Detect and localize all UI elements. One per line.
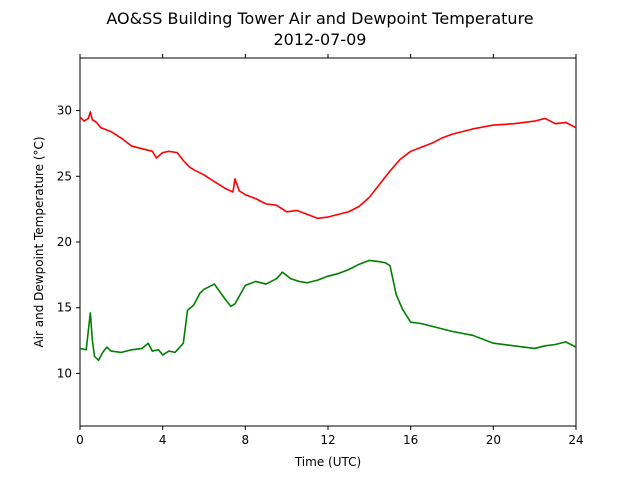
x-tick-label: 20 (486, 433, 501, 447)
x-tick-label: 16 (403, 433, 418, 447)
y-axis-label: Air and Dewpoint Temperature (°C) (32, 136, 46, 347)
plot-frame (79, 57, 577, 427)
series-layer (79, 111, 577, 362)
x-tick-label: 24 (568, 433, 583, 447)
x-tick-label: 12 (320, 433, 335, 447)
chart-title: AO&SS Building Tower Air and Dewpoint Te… (106, 9, 533, 28)
y-tick-label: 10 (57, 366, 72, 380)
y-tick-label: 30 (57, 104, 72, 118)
x-tick-label: 0 (76, 433, 84, 447)
y-tick-label: 25 (57, 169, 72, 183)
dewpoint-temperature-line (79, 259, 577, 362)
x-tick-label: 8 (242, 433, 250, 447)
x-axis-label: Time (UTC) (294, 455, 361, 469)
y-axis: 10 15 20 25 30 (57, 104, 80, 380)
y-tick-label: 15 (57, 301, 72, 315)
plot-area: 0 4 8 12 16 20 24 10 15 20 25 30 (57, 54, 584, 447)
x-axis: 0 4 8 12 16 20 24 (76, 54, 584, 447)
air-temperature-line (79, 111, 577, 220)
y-tick-label: 20 (57, 235, 72, 249)
x-tick-label: 4 (159, 433, 167, 447)
chart-subtitle: 2012-07-09 (274, 30, 367, 49)
